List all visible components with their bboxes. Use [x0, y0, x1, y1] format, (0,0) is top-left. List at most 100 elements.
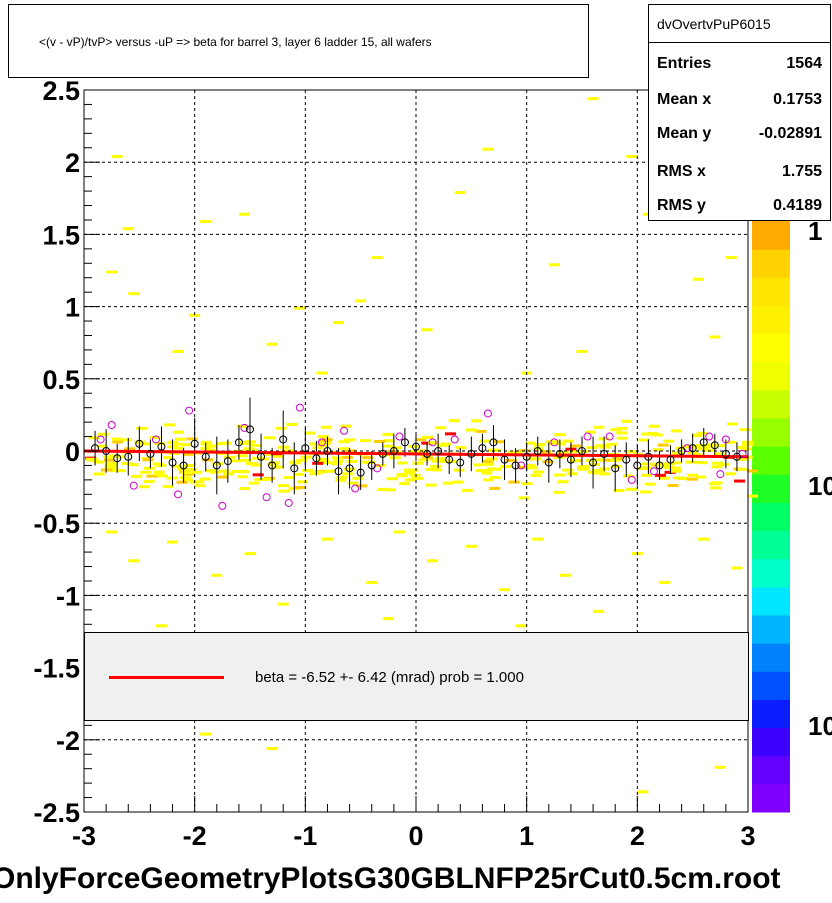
x-tick-label: 2	[630, 821, 645, 851]
x-tick-label: -2	[183, 821, 207, 851]
profile-marker	[190, 439, 199, 448]
y-tick-label: -2	[56, 726, 80, 756]
heatmap-cell	[386, 450, 398, 454]
alt-marker	[450, 435, 459, 444]
alt-marker	[649, 467, 658, 476]
heatmap-cell	[266, 342, 278, 346]
profile-marker	[124, 452, 133, 461]
heatmap-cell	[313, 470, 325, 474]
profile-marker	[356, 468, 365, 477]
heatmap-cell	[453, 468, 465, 472]
profile-marker	[257, 452, 266, 461]
heatmap-cell	[371, 256, 383, 260]
heatmap-cell	[383, 439, 395, 443]
heatmap-cell	[155, 463, 167, 467]
heatmap-cell	[181, 471, 193, 475]
heatmap-cell	[111, 154, 123, 158]
heatmap-cell	[257, 457, 269, 461]
heatmap-cell	[530, 473, 542, 477]
profile-marker	[168, 458, 177, 467]
heatmap-cell	[199, 477, 211, 481]
heatmap-cell	[374, 440, 386, 444]
stats-key: Mean x	[657, 91, 712, 108]
stats-value: 0.1753	[773, 91, 822, 108]
heatmap-cell	[312, 461, 324, 465]
heatmap-cell	[430, 464, 442, 468]
profile-marker	[578, 447, 586, 455]
heatmap-cell	[172, 349, 184, 353]
y-tick-label: -1	[56, 581, 80, 611]
heatmap-cell	[309, 442, 321, 446]
stats-row-entries: Entries 1564	[657, 47, 822, 81]
heatmap-cell	[418, 458, 430, 462]
alt-marker	[517, 461, 526, 470]
heatmap-cell	[106, 270, 118, 274]
heatmap-cell	[190, 480, 202, 484]
heatmap-cell	[704, 448, 716, 452]
heatmap-cell	[483, 462, 495, 466]
heatmap-cell	[695, 444, 707, 448]
heatmap-cell	[386, 477, 398, 481]
heatmap-cell	[493, 440, 505, 444]
profile-marker	[135, 439, 144, 448]
heatmap-cell	[412, 461, 424, 465]
profile-marker	[456, 458, 465, 467]
heatmap-cell	[621, 419, 633, 423]
heatmap-cell	[658, 476, 670, 480]
profile-marker	[157, 442, 166, 451]
palette-swatch	[752, 389, 790, 419]
heatmap-cell	[427, 559, 439, 563]
heatmap-cell	[272, 465, 284, 469]
heatmap-cell	[404, 471, 416, 475]
profile-marker	[434, 447, 443, 455]
legend-fit-text: beta = -6.52 +- 6.42 (mrad) prob = 1.000	[255, 669, 524, 686]
heatmap-cell	[616, 436, 628, 440]
heatmap-cell	[136, 426, 148, 430]
heatmap-cell	[599, 472, 611, 476]
profile-marker	[710, 441, 719, 450]
heatmap-cell	[211, 573, 223, 577]
profile-marker	[600, 449, 609, 458]
heatmap-cell	[128, 292, 140, 296]
alt-marker	[705, 432, 714, 441]
heatmap-cell	[115, 469, 127, 473]
heatmap-cell	[740, 447, 752, 451]
palette-swatch	[752, 474, 790, 503]
heatmap-cell	[162, 485, 174, 489]
heatmap-cell	[404, 468, 416, 472]
heatmap-cell	[103, 458, 115, 462]
heatmap-cell	[163, 456, 175, 460]
fit-line-segment	[83, 449, 749, 459]
heatmap-cell	[342, 472, 354, 476]
heatmap-cell	[675, 446, 687, 450]
heatmap-cell	[96, 444, 108, 448]
heatmap-cell	[224, 455, 236, 459]
heatmap-cell	[455, 446, 467, 450]
palette-swatch	[752, 699, 790, 729]
heatmap-cell	[607, 458, 619, 462]
profile-marker	[732, 452, 741, 461]
heatmap-cell	[710, 486, 722, 490]
heatmap-cell	[670, 469, 682, 473]
heatmap-cell	[272, 454, 284, 458]
heatmap-cell	[408, 450, 420, 454]
heatmap-cell	[576, 349, 588, 353]
heatmap-cell	[382, 617, 394, 621]
heatmap-cell	[336, 476, 348, 480]
heatmap-cell	[454, 191, 466, 195]
profile-marker	[533, 447, 542, 455]
heatmap-cell	[180, 443, 192, 447]
profile-marker	[301, 444, 310, 453]
palette-swatch	[752, 671, 790, 700]
profile-marker	[378, 449, 387, 458]
heatmap-cell	[595, 444, 607, 448]
heatmap-cell	[610, 464, 622, 468]
heatmap-cell	[747, 494, 759, 498]
heatmap-cell	[182, 452, 194, 456]
x-tick-label: -3	[72, 821, 96, 851]
heatmap-cell	[553, 490, 565, 494]
heatmap-cell	[278, 489, 290, 493]
heatmap-cell	[616, 431, 628, 435]
heatmap-cell	[286, 422, 298, 426]
heatmap-cell	[528, 457, 540, 461]
